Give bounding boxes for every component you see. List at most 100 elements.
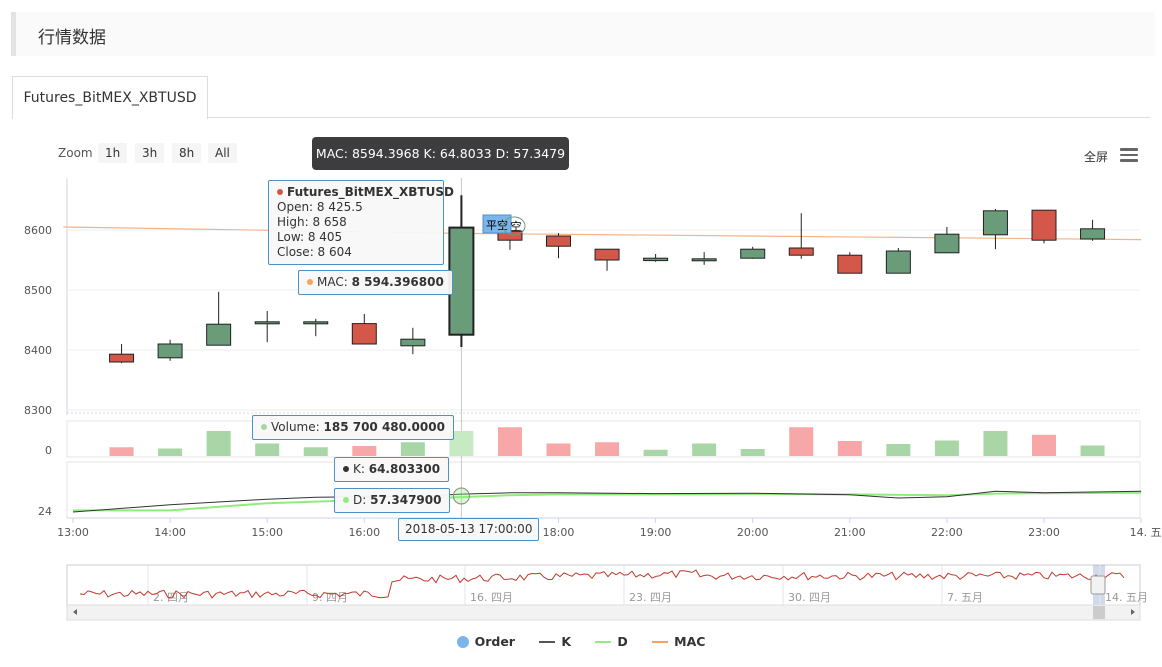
x-tick-label: 20:00 bbox=[737, 526, 769, 539]
d-line-icon bbox=[595, 641, 612, 643]
candlestick-series: 平空空 bbox=[109, 195, 1106, 364]
ohlc-tooltip: Futures_BitMEX_XBTUSD Open: 8 425.5 High… bbox=[268, 180, 454, 265]
k-label: K: bbox=[353, 462, 369, 476]
zoom-label: Zoom bbox=[58, 146, 93, 160]
d-label: D: bbox=[353, 493, 371, 507]
zoom-3h-button[interactable]: 3h bbox=[135, 143, 165, 163]
volume-bar bbox=[692, 443, 717, 456]
legend-k[interactable]: K bbox=[539, 634, 571, 649]
volume-bar bbox=[352, 446, 377, 456]
candle bbox=[448, 195, 475, 347]
candle-body bbox=[1031, 209, 1057, 241]
volume-bar bbox=[400, 442, 425, 456]
candle bbox=[691, 252, 717, 265]
legend-d[interactable]: D bbox=[595, 634, 628, 649]
time-tooltip: 2018-05-13 17:00:00 bbox=[398, 518, 540, 541]
crosshair-summary-tooltip: MAC: 8594.3968 K: 64.8033 D: 57.3479 bbox=[312, 137, 569, 170]
x-tick-label: 19:00 bbox=[640, 526, 672, 539]
mac-label: MAC: bbox=[317, 275, 352, 289]
candle-body bbox=[400, 338, 426, 347]
volume-tick-label: 0 bbox=[45, 444, 52, 457]
ohlc-title: Futures_BitMEX_XBTUSD bbox=[287, 185, 454, 199]
candle bbox=[206, 291, 232, 346]
zoom-all-button[interactable]: All bbox=[208, 143, 237, 163]
candle-body bbox=[885, 250, 911, 274]
candle-body bbox=[546, 235, 571, 247]
candle-body bbox=[740, 248, 766, 259]
candle-body bbox=[643, 257, 669, 262]
candle bbox=[885, 248, 911, 274]
zoom-8h-button[interactable]: 8h bbox=[172, 143, 202, 163]
legend-order[interactable]: Order bbox=[456, 634, 515, 649]
scroll-right-icon bbox=[1131, 609, 1135, 615]
volume-bar bbox=[206, 431, 231, 456]
x-tick-label: 13:00 bbox=[57, 526, 89, 539]
tab-futures-bitmex-xbtusd[interactable]: Futures_BitMEX_XBTUSD bbox=[12, 76, 208, 119]
ohlc-open: Open: 8 425.5 bbox=[277, 200, 363, 214]
volume-bar bbox=[1032, 434, 1056, 456]
legend: Order K D MAC bbox=[0, 634, 1162, 649]
order-dot-icon bbox=[456, 636, 469, 648]
zoom-1h-button[interactable]: 1h bbox=[98, 143, 128, 163]
price-tick-label: 8600 bbox=[24, 224, 52, 237]
x-tick-label: 21:00 bbox=[834, 526, 866, 539]
mac-line-icon bbox=[652, 641, 669, 643]
hamburger-menu-icon[interactable] bbox=[1120, 148, 1138, 162]
kd-series bbox=[72, 487, 1142, 513]
price-tick-label: 8500 bbox=[24, 284, 52, 297]
series-dot-icon bbox=[343, 497, 349, 503]
candle bbox=[351, 314, 377, 345]
volume-bar bbox=[837, 441, 862, 456]
series-dot-icon bbox=[261, 424, 267, 430]
flag-short bbox=[502, 216, 526, 236]
candle-body bbox=[254, 321, 280, 325]
candle bbox=[982, 209, 1008, 250]
candle-body bbox=[157, 343, 183, 359]
navigator-scrollbar bbox=[66, 604, 1141, 621]
volume-panel-frame bbox=[66, 420, 1141, 458]
d-value: 57.347900 bbox=[370, 493, 442, 507]
mac-line bbox=[63, 226, 1142, 241]
d-line bbox=[73, 491, 1142, 512]
x-tick-label: 23:00 bbox=[1028, 526, 1060, 539]
series-dot-icon bbox=[343, 466, 349, 472]
volume-bar bbox=[983, 431, 1008, 456]
navigator-tick-label: 14. 五月 bbox=[1105, 591, 1148, 604]
candle bbox=[594, 248, 620, 271]
candle bbox=[400, 327, 426, 355]
candle bbox=[837, 252, 863, 274]
fullscreen-button[interactable]: 全屏 bbox=[1084, 150, 1109, 164]
volume-bar bbox=[303, 447, 328, 456]
candle-body bbox=[837, 254, 863, 274]
volume-bar bbox=[789, 427, 814, 456]
k-value: 64.803300 bbox=[368, 462, 441, 476]
series-dot-icon bbox=[307, 279, 313, 285]
kd-tick-label: 24 bbox=[38, 505, 52, 518]
ohlc-high: High: 8 658 bbox=[277, 215, 347, 229]
navigator-handle bbox=[1090, 575, 1106, 595]
kd-panel-frame bbox=[66, 461, 1141, 519]
candle-body bbox=[594, 248, 620, 261]
candle bbox=[934, 227, 960, 254]
volume-label: Volume: bbox=[271, 420, 324, 434]
k-line-icon bbox=[539, 641, 556, 643]
candle bbox=[740, 246, 766, 259]
volume-value: 185 700 480.0000 bbox=[323, 420, 445, 434]
x-tick-label: 22:00 bbox=[931, 526, 963, 539]
kd-hover-marker bbox=[452, 487, 470, 505]
candle-body bbox=[206, 323, 232, 346]
volume-bar bbox=[740, 449, 765, 456]
candle bbox=[109, 344, 135, 364]
k-tooltip: K: 64.803300 bbox=[334, 457, 450, 482]
navigator-tick-label: 16. 四月 bbox=[470, 591, 513, 604]
flag-short-label: 空 bbox=[511, 219, 522, 233]
candle bbox=[546, 233, 571, 259]
legend-mac[interactable]: MAC bbox=[652, 634, 705, 649]
candle bbox=[303, 318, 329, 337]
navigator: 2. 四月 9. 四月 16. 四月 23. 四月 30. 四月 7. 五月 14. 五月 bbox=[66, 564, 1148, 621]
legend-label: Order bbox=[474, 634, 515, 649]
volume-bar bbox=[595, 442, 620, 456]
candle-body bbox=[691, 258, 717, 262]
volume-bar bbox=[255, 443, 280, 456]
